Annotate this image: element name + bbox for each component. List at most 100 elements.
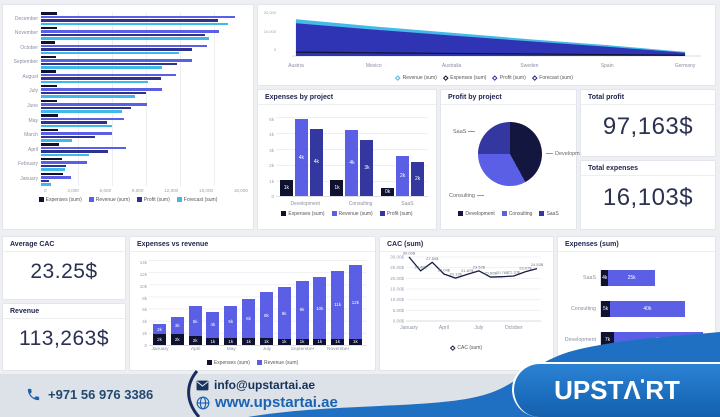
legend-item-expenses[interactable]: Expenses (sum): [38, 197, 82, 203]
column-expenses[interactable]: 0k: [381, 188, 395, 196]
segment-revenue[interactable]: 25k: [608, 270, 655, 286]
website-url[interactable]: www.upstartai.ae: [215, 394, 338, 411]
legend-item-revenue[interactable]: Revenue (sum): [256, 360, 298, 366]
segment-revenue[interactable]: 4k: [206, 311, 220, 338]
stacked-column[interactable]: 6k 1k: [242, 298, 256, 345]
cac-line[interactable]: [408, 256, 538, 279]
legend-item-revenue[interactable]: Revenue (sum): [88, 197, 130, 203]
bar-segment-profit[interactable]: [41, 77, 161, 80]
segment-revenue[interactable]: 9k: [295, 281, 309, 339]
bar-segment-profit[interactable]: [41, 48, 192, 51]
segment-expenses[interactable]: 1k: [206, 337, 220, 345]
footer-phone[interactable]: +971 56 976 3386: [26, 387, 153, 402]
bar-segment-expenses[interactable]: [41, 26, 58, 30]
bar-segment-profit[interactable]: [41, 135, 96, 139]
pie-chart[interactable]: [478, 122, 542, 186]
segment-expenses[interactable]: 1k: [313, 338, 327, 345]
stacked-column[interactable]: 11k 1k: [331, 270, 345, 345]
bar-segment-expenses[interactable]: [41, 84, 58, 88]
legend-item-revenue[interactable]: Revenue (sum): [395, 75, 437, 81]
column-profit[interactable]: 3k: [360, 140, 374, 196]
bar-segment-profit[interactable]: [41, 179, 50, 183]
legend-item-profit[interactable]: Profit (sum): [492, 75, 526, 81]
segment-revenue[interactable]: 6k: [242, 298, 256, 339]
segment-expenses[interactable]: 1k: [259, 338, 273, 345]
stacked-column[interactable]: 10k 1k: [313, 277, 327, 345]
stacked-column[interactable]: 8k 1k: [277, 287, 291, 345]
column-profit[interactable]: 2k: [411, 162, 425, 196]
bar-segment-revenue[interactable]: [41, 15, 236, 18]
column-revenue[interactable]: 4k: [294, 119, 308, 196]
bar-segment-revenue[interactable]: [41, 103, 147, 106]
legend-item-expenses[interactable]: Expenses (sum): [281, 211, 325, 217]
stacked-column[interactable]: 5k 2k: [188, 306, 202, 345]
segment-revenue[interactable]: 2k: [153, 324, 166, 334]
bar-segment-expenses[interactable]: [41, 157, 62, 161]
stacked-column[interactable]: 4k 1k: [206, 311, 220, 345]
legend-item-expenses[interactable]: Expenses (sum): [206, 360, 250, 366]
bar-segment-revenue[interactable]: [41, 132, 113, 135]
stacked-column[interactable]: 8k 1k: [259, 292, 273, 345]
legend-item-consulting[interactable]: Consulting: [501, 211, 532, 217]
segment-revenue[interactable]: 5k: [188, 306, 202, 336]
segment-revenue[interactable]: 40k: [610, 301, 685, 317]
legend-item-profit[interactable]: Profit (sum): [379, 211, 413, 217]
legend-item-cac[interactable]: CAC (sum): [450, 345, 482, 351]
bar-segment-revenue[interactable]: [41, 73, 176, 77]
bar-segment-forecast[interactable]: [41, 168, 66, 171]
segment-expenses[interactable]: 5k: [601, 301, 611, 317]
segment-expenses[interactable]: 2k: [170, 333, 184, 345]
segment-expenses[interactable]: 2k: [188, 335, 202, 345]
bar-segment-expenses[interactable]: [41, 114, 59, 117]
bar-segment-forecast[interactable]: [41, 66, 162, 69]
bar-segment-profit[interactable]: [41, 164, 67, 168]
area-profit[interactable]: [295, 23, 686, 56]
bar-segment-forecast[interactable]: [41, 153, 90, 157]
column-profit[interactable]: 4k: [309, 128, 323, 196]
bar-segment-profit[interactable]: [41, 33, 206, 37]
column-revenue[interactable]: 2k: [396, 156, 410, 196]
bar-segment-revenue[interactable]: [41, 146, 127, 150]
bar-segment-forecast[interactable]: [41, 110, 122, 113]
column-expenses[interactable]: 1k: [279, 180, 293, 196]
line-chart-plot[interactable]: 30.00$ 25.00$ 20.00$ 15.00$ 10.00$ 5.00$ 0.00$…: [380, 251, 553, 341]
bar-segment-profit[interactable]: [41, 150, 108, 153]
segment-expenses[interactable]: 2k: [153, 333, 166, 345]
bar-segment-expenses[interactable]: [41, 12, 58, 15]
bar-segment-expenses[interactable]: [41, 128, 59, 132]
bar-segment-expenses[interactable]: [41, 55, 56, 59]
stacked-column[interactable]: 12k 1k: [348, 265, 362, 345]
bar-segment-expenses[interactable]: [41, 143, 60, 146]
bar-segment-revenue[interactable]: [41, 88, 162, 91]
segment-expenses[interactable]: 1k: [224, 337, 238, 345]
line-expenses[interactable]: [295, 51, 686, 56]
email-address[interactable]: info@upstartai.ae: [214, 378, 316, 392]
bar-segment-forecast[interactable]: [41, 80, 148, 84]
bar-segment-revenue[interactable]: [41, 176, 71, 179]
bar-segment-revenue[interactable]: [41, 59, 192, 62]
segment-revenue[interactable]: 12k: [348, 265, 362, 339]
bar-segment-expenses[interactable]: [41, 70, 56, 73]
footer-website[interactable]: www.upstartai.ae: [196, 394, 338, 411]
stacked-column[interactable]: 5k 1k: [224, 306, 238, 345]
bar-segment-profit[interactable]: [41, 106, 131, 110]
bar-segment-revenue[interactable]: [41, 117, 124, 121]
bar-segment-profit[interactable]: [41, 19, 219, 22]
segment-expenses[interactable]: 7k: [601, 332, 614, 348]
bar-segment-forecast[interactable]: [41, 22, 229, 25]
bar-segment-profit[interactable]: [41, 121, 107, 124]
bar-segment-expenses[interactable]: [41, 99, 58, 103]
segment-revenue[interactable]: 10k: [313, 277, 327, 339]
legend-item-revenue[interactable]: Revenue (sum): [331, 211, 373, 217]
segment-revenue[interactable]: 8k: [277, 287, 291, 339]
bar-segment-revenue[interactable]: [41, 44, 207, 48]
segment-revenue[interactable]: 5k: [224, 306, 238, 338]
column-revenue[interactable]: 4k: [345, 130, 359, 196]
bar-segment-forecast[interactable]: [41, 95, 136, 98]
bar-segment-expenses[interactable]: [41, 41, 55, 44]
legend-item-expenses[interactable]: Expenses (sum): [443, 75, 486, 81]
stacked-column[interactable]: 2k 2k: [153, 324, 166, 345]
bar-segment-forecast[interactable]: [41, 139, 73, 142]
legend-item-profit[interactable]: Profit (sum): [136, 197, 170, 203]
segment-expenses[interactable]: 1k: [295, 338, 309, 345]
